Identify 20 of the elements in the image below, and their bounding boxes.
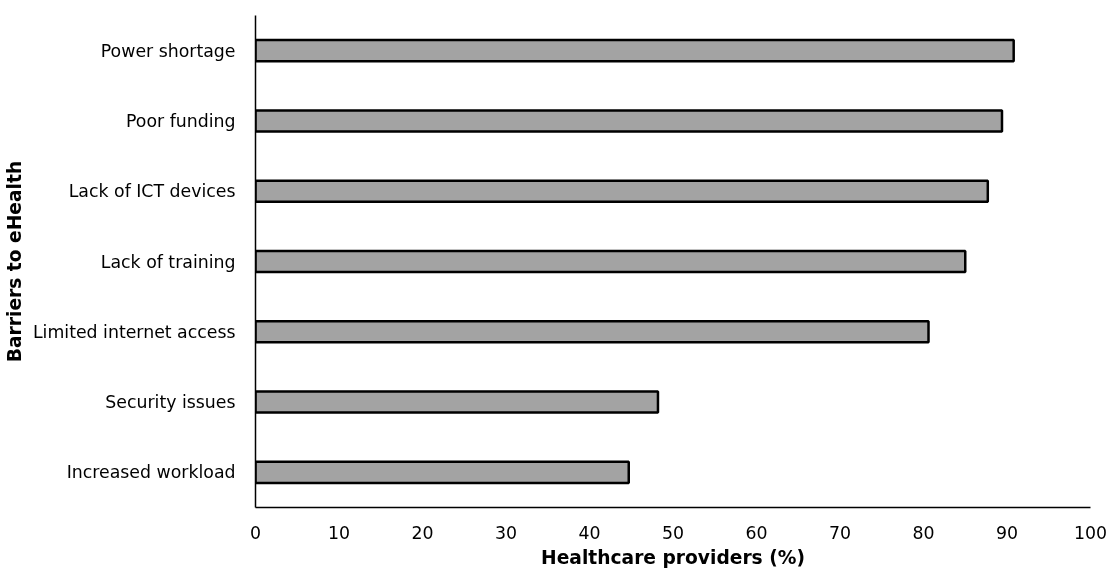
x-tick-label: 100 [1073,522,1108,543]
y-tick-label: Lack of training [100,251,236,272]
x-tick-label: 50 [661,522,685,543]
x-tick-label: 10 [327,522,351,543]
y-axis-title: Barriers to eHealth [3,160,25,363]
y-tick-label: Poor funding [125,110,236,131]
y-tick-label: Increased workload [66,462,236,483]
x-axis-title: Healthcare providers (%) [541,546,805,568]
x-tick-label: 40 [578,522,601,543]
x-tick-label: 30 [494,522,518,543]
x-tick-label: 70 [828,522,852,543]
x-tick-label: 60 [745,522,768,543]
y-tick-label: Security issues [105,392,236,413]
y-tick-label: Lack of ICT devices [68,181,236,202]
x-tick-label: 80 [912,522,935,543]
x-tick-label: 90 [995,522,1019,543]
y-tick-label: Limited internet access [32,321,236,342]
y-tick-label: Power shortage [100,40,236,61]
x-tick-label: 0 [249,522,262,543]
x-tick-label: 20 [411,522,434,543]
